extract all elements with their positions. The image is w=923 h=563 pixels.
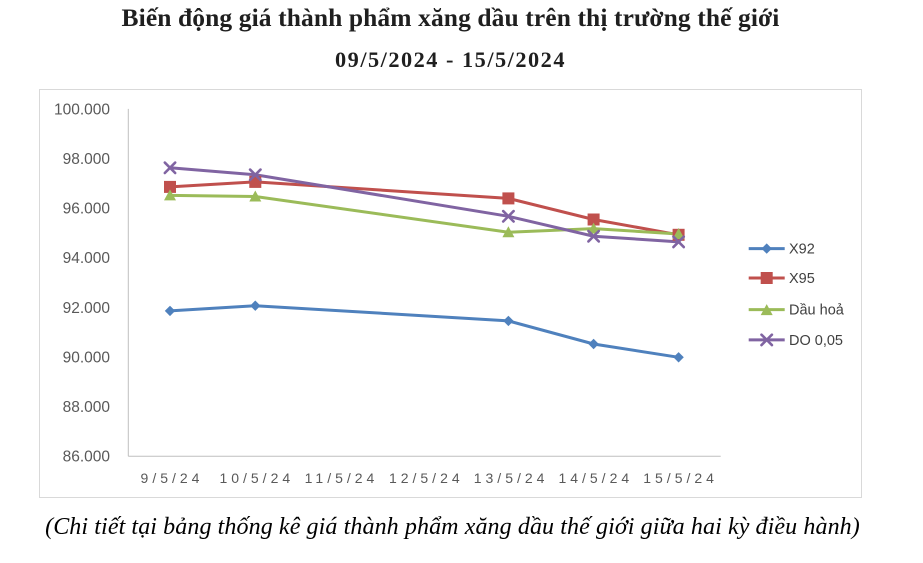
svg-text:X92: X92 (789, 242, 815, 258)
svg-text:9/5/24: 9/5/24 (141, 470, 204, 486)
svg-text:86.000: 86.000 (63, 449, 111, 466)
svg-text:96.000: 96.000 (63, 201, 111, 218)
svg-text:94.000: 94.000 (63, 250, 111, 267)
svg-text:11/5/24: 11/5/24 (305, 470, 379, 486)
svg-text:DO 0,05: DO 0,05 (789, 333, 843, 349)
svg-text:X95: X95 (789, 271, 815, 287)
svg-text:Dầu hoả: Dầu hoả (789, 303, 845, 319)
svg-text:10/5/24: 10/5/24 (219, 470, 294, 486)
svg-text:15/5/24: 15/5/24 (643, 470, 718, 486)
svg-text:100.000: 100.000 (54, 101, 110, 118)
svg-text:90.000: 90.000 (63, 349, 111, 366)
svg-text:92.000: 92.000 (63, 300, 111, 317)
svg-text:14/5/24: 14/5/24 (558, 470, 633, 486)
svg-text:98.000: 98.000 (63, 151, 111, 168)
svg-text:88.000: 88.000 (63, 399, 111, 416)
svg-text:12/5/24: 12/5/24 (389, 470, 464, 486)
svg-text:13/5/24: 13/5/24 (474, 470, 549, 486)
